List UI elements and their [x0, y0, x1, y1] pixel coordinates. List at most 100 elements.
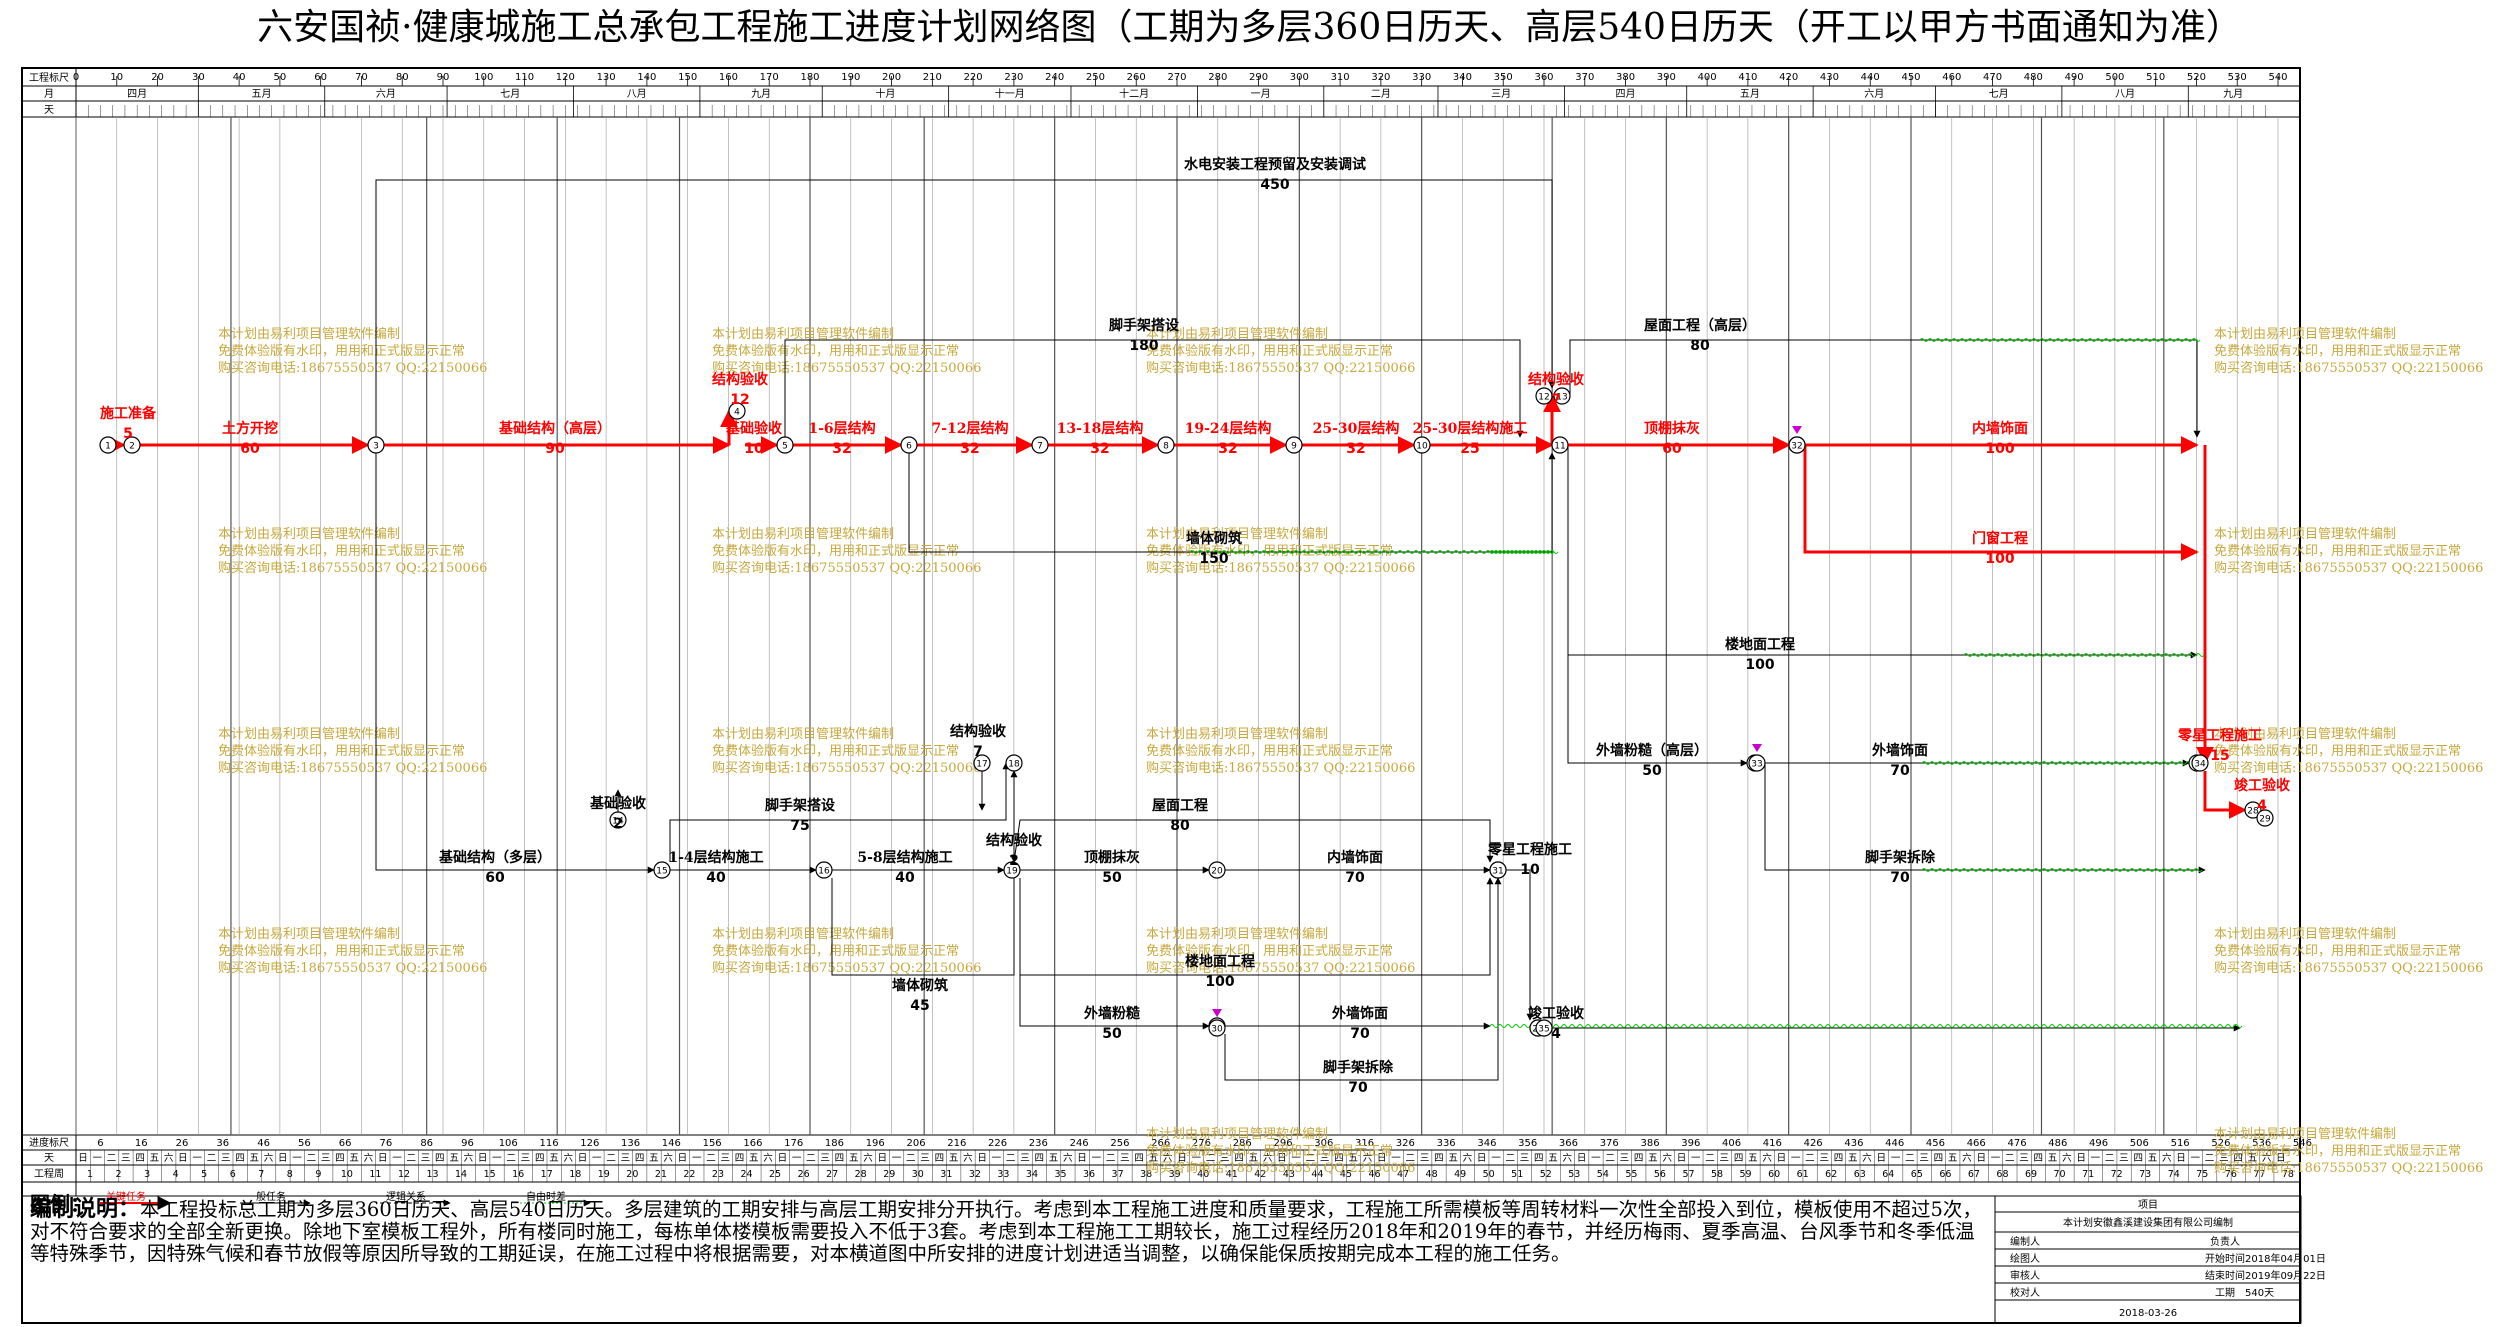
- legend-title: 图例：: [30, 1192, 90, 1216]
- watermark-text: 免费体验版有水印，用用和正式版显示正常: [712, 943, 959, 959]
- week-number: 78: [2282, 1169, 2294, 1180]
- weekday-label: 二: [706, 1153, 716, 1164]
- weekday-label: 四: [1634, 1153, 1644, 1164]
- week-number: 48: [1426, 1169, 1438, 1180]
- weekday-label: 日: [1377, 1153, 1387, 1164]
- weekday-label: 日: [2076, 1153, 2086, 1164]
- footer-tick-label: 406: [1722, 1138, 1741, 1149]
- event-node: [609, 811, 627, 829]
- week-number: 72: [2111, 1169, 2123, 1180]
- footer-tick-label: 176: [784, 1138, 803, 1149]
- weekday-label: 日: [2176, 1153, 2186, 1164]
- week-number: 49: [1454, 1169, 1466, 1180]
- task-duration: 100: [1205, 974, 1234, 990]
- weekday-label: 六: [663, 1152, 673, 1164]
- watermark-text: 购买咨询电话:18675550537 QQ:22150066: [2214, 560, 2483, 576]
- watermark-text: 购买咨询电话:18675550537 QQ:22150066: [712, 360, 981, 376]
- task-name: 零星工程施工: [2177, 727, 2262, 744]
- footer-tick-label: 366: [1559, 1138, 1578, 1149]
- note-text: 编制说明：本工程投标总工期为多层360日历天、高层540日历天。多层建筑的工期安…: [30, 1198, 1990, 1265]
- week-number: 5: [201, 1169, 207, 1180]
- weekday-label: 二: [1805, 1153, 1815, 1164]
- week-number: 26: [798, 1169, 810, 1180]
- week-number: 2: [116, 1169, 122, 1180]
- weekday-label: 五: [1348, 1153, 1358, 1164]
- week-number: 6: [230, 1169, 236, 1180]
- week-number: 20: [626, 1169, 638, 1180]
- weekday-label: 二: [1306, 1153, 1316, 1164]
- ruler-tick-label: 230: [1004, 72, 1023, 83]
- week-number: 76: [2225, 1169, 2237, 1180]
- weekday-label: 四: [235, 1153, 245, 1164]
- ruler-tick-label: 320: [1371, 72, 1390, 83]
- task-duration: 7: [973, 744, 983, 760]
- week-number: 44: [1311, 1169, 1323, 1180]
- task-duration: 12: [730, 392, 749, 408]
- weekday-label: 一: [592, 1153, 602, 1164]
- watermark-text: 购买咨询电话:18675550537 QQ:22150066: [218, 360, 487, 376]
- weekday-label: 五: [1648, 1153, 1658, 1164]
- weekday-label: 日: [1177, 1153, 1187, 1164]
- weekday-label: 日: [1277, 1153, 1287, 1164]
- event-node: [1285, 436, 1303, 454]
- weekday-label: 六: [264, 1152, 274, 1164]
- task-duration: 70: [1350, 1026, 1370, 1042]
- task-duration: 10: [744, 441, 764, 457]
- week-number: 22: [683, 1169, 695, 1180]
- watermark-text: 本计划由易利项目管理软件编制: [712, 527, 894, 542]
- month-label: 五月: [252, 88, 272, 100]
- event-node: [728, 402, 746, 420]
- week-number: 59: [1740, 1169, 1752, 1180]
- weekday-label: 五: [1049, 1153, 1059, 1164]
- footer-tick-label: 446: [1885, 1138, 1904, 1149]
- weekday-label: 四: [435, 1153, 445, 1164]
- task-duration: 32: [1218, 441, 1237, 457]
- weekday-label: 二: [2005, 1153, 2015, 1164]
- info-table-cell: 负责人: [2210, 1235, 2240, 1248]
- task-name: 竣工验收: [1528, 1005, 1585, 1022]
- watermark-text: 购买咨询电话:18675550537 QQ:22150066: [2214, 360, 2483, 376]
- footer-tick-label: 506: [2130, 1138, 2149, 1149]
- event-node: [1031, 436, 1049, 454]
- ruler-tick-label: 100: [474, 72, 493, 83]
- task-arrow: [1567, 445, 1748, 767]
- info-table-cell: 工期: [2215, 1287, 2235, 1299]
- outer-border: [21, 67, 2301, 1324]
- weekday-label: 日: [478, 1153, 488, 1164]
- weekday-label: 三: [2119, 1153, 2129, 1164]
- month-label: 十月: [875, 87, 895, 100]
- footer-tick-label: 26: [176, 1138, 189, 1149]
- week-number: 13: [426, 1169, 438, 1180]
- watermark-text: 免费体验版有水印，用用和正式版显示正常: [218, 543, 465, 559]
- task-arrow: [1764, 763, 2206, 874]
- milestone-marker: [1752, 744, 1762, 752]
- footer-tick-label: 56: [298, 1138, 311, 1149]
- task-name: 内墙饰面: [1327, 849, 1383, 866]
- weekday-label: 三: [1320, 1153, 1330, 1164]
- task-arrow: [375, 453, 655, 874]
- weekday-label: 三: [321, 1153, 331, 1164]
- task-name: 墙体砌筑: [892, 977, 948, 994]
- footer-tick-label: 116: [539, 1138, 558, 1149]
- event-node: [973, 754, 991, 772]
- task-duration: 15: [2210, 748, 2229, 764]
- event-node-number: 15: [656, 867, 667, 877]
- footer-row-label: 天: [44, 1153, 54, 1164]
- task-name: 外墙饰面: [1332, 1005, 1388, 1022]
- footer-tick-label: 296: [1273, 1138, 1292, 1149]
- weekday-label: 四: [1234, 1153, 1244, 1164]
- event-node-number: 7: [1037, 442, 1043, 452]
- week-number: 32: [969, 1169, 981, 1180]
- footer-tick-label: 306: [1314, 1138, 1333, 1149]
- week-number: 58: [1711, 1169, 1723, 1180]
- weekday-label: 四: [935, 1153, 945, 1164]
- event-node: [1003, 861, 1021, 879]
- weekday-label: 三: [621, 1153, 631, 1164]
- ruler-tick-label: 370: [1575, 72, 1594, 83]
- task-duration: 7: [1551, 392, 1561, 408]
- ruler-tick-label: 180: [800, 72, 819, 83]
- weekday-label: 三: [720, 1153, 730, 1164]
- info-table-cell: 结束时间: [2205, 1269, 2245, 1282]
- watermark-text: 本计划由易利项目管理软件编制: [1146, 727, 1328, 742]
- event-node-number: 5: [782, 442, 788, 452]
